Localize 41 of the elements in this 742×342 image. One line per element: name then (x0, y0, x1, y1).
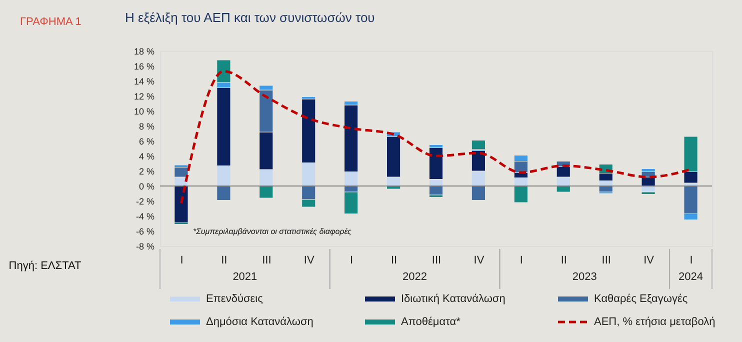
y-tick-label: 12 % (134, 92, 154, 102)
legend-label: Επενδύσεις (206, 293, 263, 305)
x-tick-label: IV (474, 254, 485, 266)
y-tick-label: 6 % (138, 136, 154, 146)
x-tick-label: I (350, 254, 354, 266)
y-tick-label: 2 % (138, 166, 154, 176)
text: 2023 (572, 271, 597, 283)
x-tick-label: III (602, 254, 611, 266)
x-tick-label: I (520, 254, 523, 266)
x-tick-label: II (390, 254, 398, 266)
x-tick-label: III (262, 254, 272, 266)
x-tick-label: IV (304, 254, 315, 266)
y-tick-label: -8 % (136, 242, 154, 252)
y-tick-label: -2 % (136, 196, 154, 206)
text: 2022 (402, 271, 428, 283)
y-tick-label: 10 % (134, 106, 154, 116)
x-tick-label: I (690, 254, 693, 266)
x-tick-label: IV (644, 254, 655, 266)
legend-label: Καθαρές Εξαγωγές (594, 293, 688, 305)
y-tick-label: 4 % (138, 152, 154, 162)
text: 2024 (678, 271, 704, 283)
legend-label: Δημόσια Κατανάλωση (206, 316, 314, 328)
y-tick-label: 14 % (134, 76, 154, 86)
text: ΓΡΑΦΗΜΑ 1 (20, 16, 82, 28)
text: 2021 (232, 271, 258, 283)
x-tick-label: II (560, 254, 567, 266)
legend-label: Ιδιωτική Κατανάλωση (401, 293, 506, 305)
x-tick-label: II (221, 254, 228, 266)
x-tick-label: III (432, 254, 442, 266)
y-tick-label: -4 % (136, 212, 154, 222)
text: Πηγή: ΕΛΣΤΑΤ (8, 260, 82, 272)
y-tick-label: 0 % (138, 182, 154, 192)
y-tick-label: 18 % (134, 46, 154, 56)
legend-label: ΑΕΠ, % ετήσια μεταβολή (594, 316, 716, 328)
chart-title: Η εξέλιξη του ΑΕΠ και των συνιστωσών του (125, 10, 375, 25)
legend-label: Αποθέματα* (401, 316, 462, 328)
y-tick-label: 8 % (138, 122, 154, 132)
y-tick-label: 16 % (134, 62, 154, 72)
y-tick-label: -6 % (136, 226, 154, 236)
x-tick-label: I (180, 254, 184, 266)
annotation: *Συμπεριλαμβάνονται οι στατιστικές διαφορές (193, 227, 352, 236)
